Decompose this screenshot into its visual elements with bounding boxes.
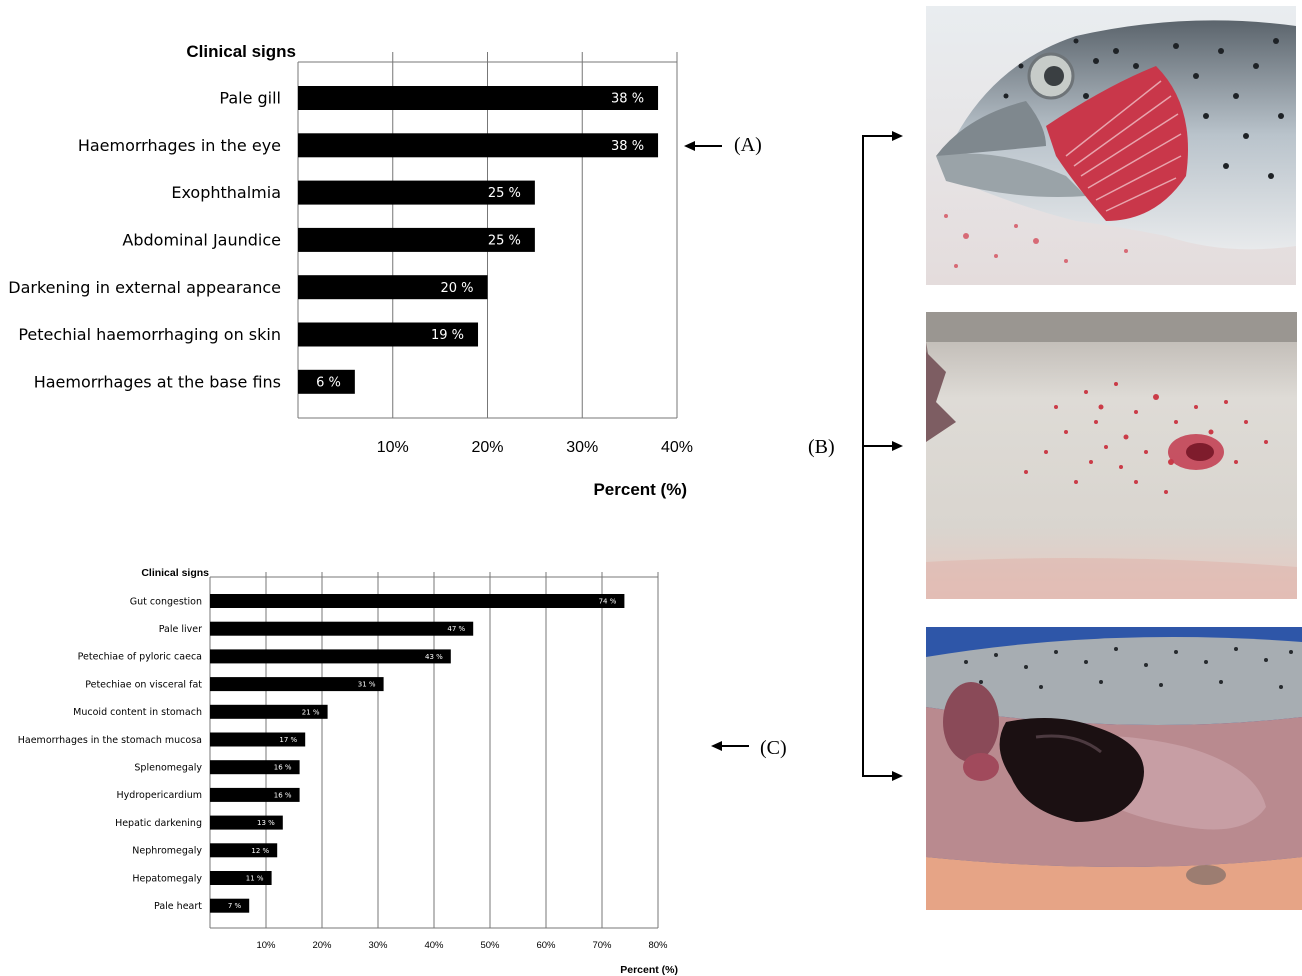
bar bbox=[298, 275, 488, 300]
bar bbox=[210, 815, 283, 830]
bar-value-label: 13 % bbox=[257, 819, 275, 827]
fish-viscera-liver-image bbox=[926, 627, 1302, 910]
x-tick-label: 20% bbox=[312, 940, 332, 951]
x-tick-label: 70% bbox=[592, 940, 612, 951]
arrow-a-head-icon bbox=[684, 141, 695, 151]
bar-value-label: 7 % bbox=[228, 902, 242, 910]
bar bbox=[298, 180, 535, 205]
category-label: Haemorrhages in the stomach mucosa bbox=[18, 735, 202, 746]
category-label: Exophthalmia bbox=[171, 183, 281, 202]
chart-title: Clinical signs bbox=[186, 42, 296, 61]
bar-value-label: 11 % bbox=[246, 874, 264, 882]
fish-head-photo bbox=[926, 6, 1296, 285]
chart-title: Clinical signs bbox=[141, 567, 209, 579]
category-label: Abdominal Jaundice bbox=[122, 231, 281, 250]
category-label: Hepatic darkening bbox=[115, 818, 202, 829]
x-axis-label: Percent (%) bbox=[593, 480, 687, 499]
x-axis-label: Percent (%) bbox=[620, 964, 678, 976]
bar-value-label: 31 % bbox=[358, 681, 376, 689]
bar-value-label: 17 % bbox=[279, 736, 297, 744]
category-label: Gut congestion bbox=[130, 596, 202, 607]
bar bbox=[210, 677, 384, 692]
x-tick-label: 80% bbox=[648, 940, 668, 951]
bar bbox=[298, 322, 479, 347]
bar bbox=[210, 649, 451, 664]
x-tick-label: 10% bbox=[377, 439, 409, 456]
fish-skin-petechiae-image bbox=[926, 312, 1297, 599]
fish-head-pale-gill-image bbox=[926, 6, 1296, 285]
panel-label-a: (A) bbox=[734, 134, 762, 156]
bar bbox=[210, 594, 625, 608]
category-label: Pale heart bbox=[154, 901, 202, 912]
x-tick-label: 40% bbox=[661, 439, 693, 456]
category-label: Petechiae on visceral fat bbox=[85, 679, 202, 690]
panel-label-c: (C) bbox=[760, 737, 787, 759]
bar bbox=[298, 133, 659, 158]
arrow-b-middle-head-icon bbox=[892, 441, 903, 451]
x-tick-label: 40% bbox=[424, 940, 444, 951]
x-tick-label: 10% bbox=[256, 940, 276, 951]
bar-value-label: 6 % bbox=[316, 375, 341, 390]
category-label: Pale liver bbox=[159, 624, 202, 635]
bar-value-label: 19 % bbox=[431, 328, 464, 343]
bar-value-label: 16 % bbox=[274, 764, 292, 772]
arrow-c-line bbox=[721, 745, 749, 747]
x-tick-label: 30% bbox=[566, 439, 598, 456]
category-label: Darkening in external appearance bbox=[8, 278, 281, 297]
category-label: Hepatomegaly bbox=[132, 873, 202, 884]
bar-value-label: 25 % bbox=[488, 186, 521, 201]
arrow-b-top-head-icon bbox=[892, 131, 903, 141]
bar bbox=[210, 787, 300, 802]
bracket-b-top bbox=[862, 135, 894, 137]
chart-a-clinical-signs-external: 10% 20% 30% 40% Clinical signs Percent (%) Pal… bbox=[8, 42, 693, 499]
bar bbox=[210, 760, 300, 775]
arrow-c-head-icon bbox=[711, 741, 722, 751]
chart-c-clinical-signs-internal: 10% 20% 30% 40% 50% 60% 70% 80% Clinical signs Pe… bbox=[18, 567, 678, 976]
bar-value-label: 38 % bbox=[611, 139, 644, 154]
fish-skin-photo bbox=[926, 312, 1297, 599]
category-label: Pale gill bbox=[219, 89, 281, 108]
x-tick-label: 50% bbox=[480, 940, 500, 951]
bar-value-label: 16 % bbox=[274, 791, 292, 799]
fish-viscera-photo bbox=[926, 627, 1302, 910]
bar bbox=[298, 369, 355, 394]
bar bbox=[210, 704, 328, 719]
bracket-b-vertical bbox=[862, 135, 864, 776]
category-label: Petechiae of pyloric caeca bbox=[78, 652, 202, 663]
bar bbox=[210, 898, 250, 913]
x-tick-label: 20% bbox=[471, 439, 503, 456]
bar-value-label: 38 % bbox=[611, 92, 644, 107]
category-label: Splenomegaly bbox=[134, 763, 202, 774]
bracket-b-middle bbox=[862, 445, 894, 447]
category-label: Haemorrhages in the eye bbox=[78, 136, 281, 155]
bar-value-label: 20 % bbox=[440, 281, 473, 296]
bar-value-label: 74 % bbox=[599, 597, 617, 605]
category-label: Hydropericardium bbox=[117, 790, 202, 801]
bar-value-label: 47 % bbox=[447, 625, 465, 633]
bar bbox=[298, 227, 535, 252]
x-tick-label: 60% bbox=[536, 940, 556, 951]
arrow-b-bottom-head-icon bbox=[892, 771, 903, 781]
category-label: Haemorrhages at the base fins bbox=[34, 372, 281, 391]
bar-value-label: 12 % bbox=[251, 847, 269, 855]
bar-value-label: 43 % bbox=[425, 653, 443, 661]
bracket-b-bottom bbox=[862, 775, 894, 777]
bar bbox=[210, 871, 272, 885]
bar-value-label: 21 % bbox=[302, 708, 320, 716]
bar bbox=[210, 843, 278, 858]
category-label: Mucoid content in stomach bbox=[73, 707, 202, 718]
panel-label-b: (B) bbox=[808, 436, 835, 458]
category-label: Petechial haemorrhaging on skin bbox=[18, 325, 281, 344]
x-tick-label: 30% bbox=[368, 940, 388, 951]
arrow-a-line bbox=[694, 145, 722, 147]
bar bbox=[210, 621, 474, 636]
bar bbox=[298, 86, 659, 110]
bar bbox=[210, 732, 306, 747]
bar-value-label: 25 % bbox=[488, 233, 521, 248]
category-label: Nephromegaly bbox=[132, 846, 202, 857]
